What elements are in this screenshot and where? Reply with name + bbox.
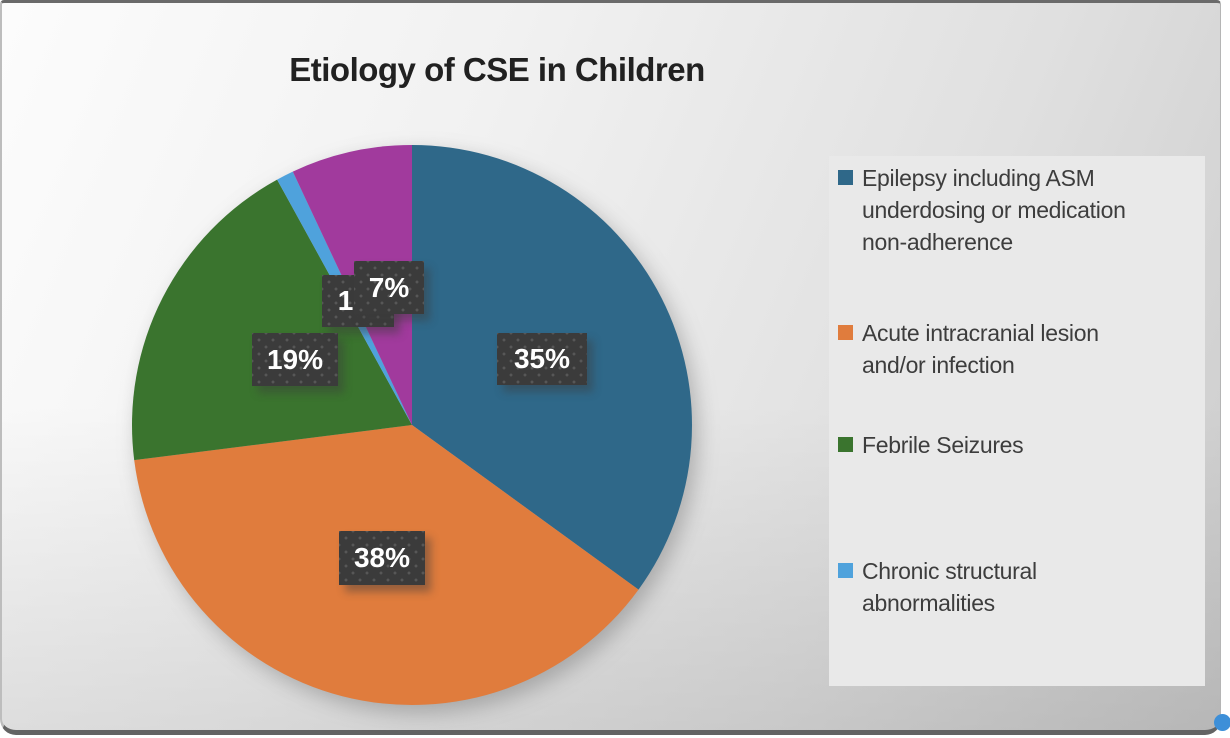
resize-handle-dot[interactable] (1214, 714, 1230, 731)
data-label-other: 7% (354, 261, 424, 314)
page-title: Etiology of CSE in Children (289, 51, 705, 88)
legend-item-febrile[interactable]: Febrile Seizures (838, 429, 1194, 461)
data-label-febrile: 19% (252, 333, 338, 386)
legend-item-chronic[interactable]: Chronic structural abnormalities (838, 555, 1194, 619)
legend-label-epilepsy: Epilepsy including ASM underdosing or me… (862, 165, 1126, 255)
legend-marker-epilepsy (838, 170, 853, 185)
legend-marker-chronic (838, 563, 853, 578)
data-label-acute: 38% (339, 531, 425, 585)
legend-label-febrile: Febrile Seizures (862, 432, 1024, 458)
legend-label-chronic: Chronic structural abnormalities (862, 558, 1037, 616)
legend[interactable]: Epilepsy including ASM underdosing or me… (829, 156, 1205, 686)
legend-marker-febrile (838, 437, 853, 452)
data-label-epilepsy: 35% (497, 333, 587, 385)
legend-item-epilepsy[interactable]: Epilepsy including ASM underdosing or me… (838, 162, 1194, 258)
pie-chart (132, 145, 692, 705)
legend-marker-acute (838, 325, 853, 340)
legend-label-acute: Acute intracranial lesion and/or infecti… (862, 320, 1099, 378)
pie-svg (132, 145, 692, 705)
legend-item-acute[interactable]: Acute intracranial lesion and/or infecti… (838, 317, 1194, 381)
pie-slice-2[interactable] (132, 179, 412, 461)
